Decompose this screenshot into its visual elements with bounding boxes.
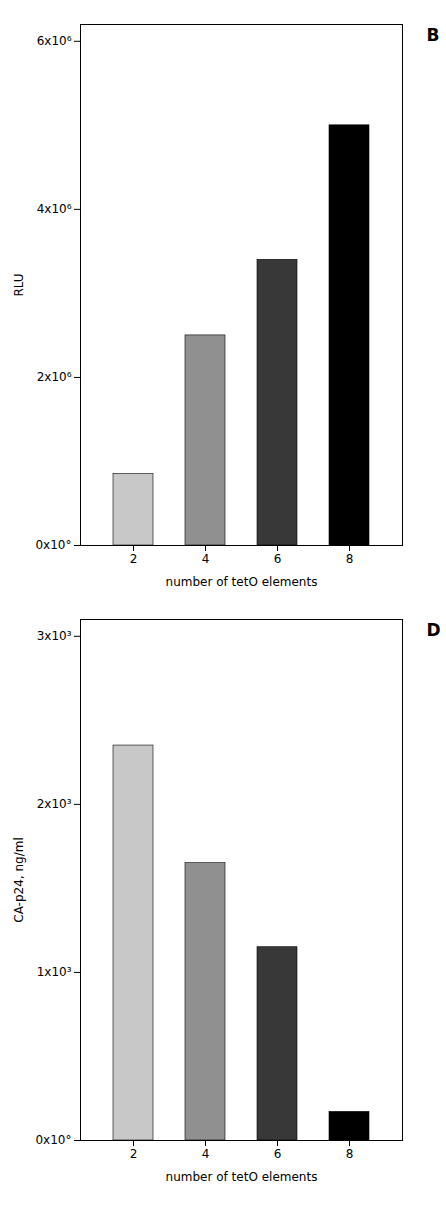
svg-text:8: 8 (346, 1147, 354, 1161)
svg-text:1x10³: 1x10³ (37, 965, 72, 979)
svg-text:number of tetO elements: number of tetO elements (166, 575, 318, 589)
svg-text:6x10⁶: 6x10⁶ (37, 34, 72, 48)
svg-text:number of tetO elements: number of tetO elements (166, 1170, 318, 1184)
svg-text:D: D (427, 620, 441, 640)
svg-text:4x10⁶: 4x10⁶ (37, 202, 72, 216)
svg-text:B: B (427, 25, 440, 45)
svg-text:6: 6 (274, 552, 282, 566)
svg-text:2x10³: 2x10³ (37, 797, 72, 811)
svg-text:0x10°: 0x10° (35, 538, 71, 552)
svg-text:6: 6 (274, 1147, 282, 1161)
svg-text:4: 4 (202, 1147, 210, 1161)
svg-text:2: 2 (130, 1147, 138, 1161)
svg-text:RLU: RLU (12, 273, 26, 296)
svg-text:3x10³: 3x10³ (37, 629, 72, 643)
svg-text:2x10⁶: 2x10⁶ (37, 370, 72, 384)
svg-text:2: 2 (130, 552, 138, 566)
svg-text:8: 8 (346, 552, 354, 566)
svg-text:CA-p24, ng/ml: CA-p24, ng/ml (12, 837, 26, 922)
svg-text:4: 4 (202, 552, 210, 566)
svg-text:0x10°: 0x10° (35, 1133, 71, 1147)
